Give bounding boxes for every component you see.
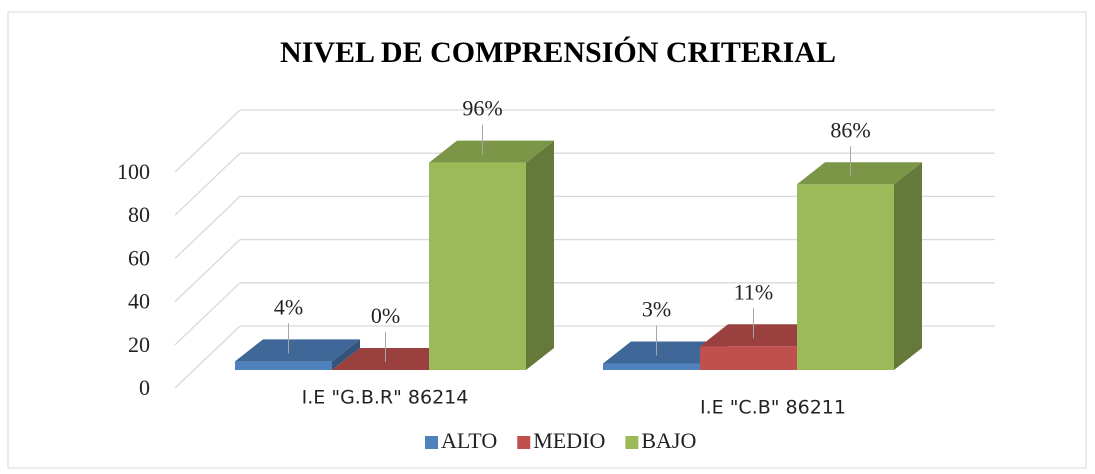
value-label: 3% [642,297,671,322]
value-label: 11% [734,279,774,304]
grid-line-side [174,282,241,346]
value-label: 4% [274,294,303,319]
legend-swatch [425,436,438,449]
x-tick-label: I.E "C.B" 86211 [700,397,846,419]
bar-top [603,341,728,364]
bar-side [332,339,360,370]
bar-top [700,324,825,347]
bar-top [797,162,922,185]
grid-line-side [174,239,241,303]
legend-label: ALTO [441,428,497,453]
bar-top [332,348,457,370]
y-tick-label: 40 [128,289,150,314]
bar-side [894,162,922,370]
x-tick-label: I.E "G.B.R" 86214 [302,387,469,409]
value-label: 0% [371,303,400,328]
legend-swatch [517,436,531,449]
grid-line-side [174,109,241,173]
legend-label: BAJO [641,428,696,453]
bar [603,363,700,370]
value-label: 86% [830,117,870,142]
y-tick-label: 100 [117,159,150,184]
bar [235,361,332,370]
grid-line-side [174,195,241,259]
grid-line-side [174,325,241,389]
bar [429,162,526,370]
bar-side [526,140,554,370]
legend-swatch [625,436,639,449]
bar [797,184,894,370]
grid-line-side [174,152,241,216]
bar [700,346,797,370]
y-tick-label: 60 [128,245,150,270]
bar-top [429,140,554,163]
y-tick-label: 0 [139,375,150,400]
bar-top [235,339,360,362]
y-tick-label: 20 [128,332,150,357]
value-label: 96% [462,96,502,121]
y-tick-label: 80 [128,202,150,227]
legend-label: MEDIO [533,428,605,453]
chart-title: NIVEL DE COMPRENSIÓN CRITERIAL [280,36,836,69]
